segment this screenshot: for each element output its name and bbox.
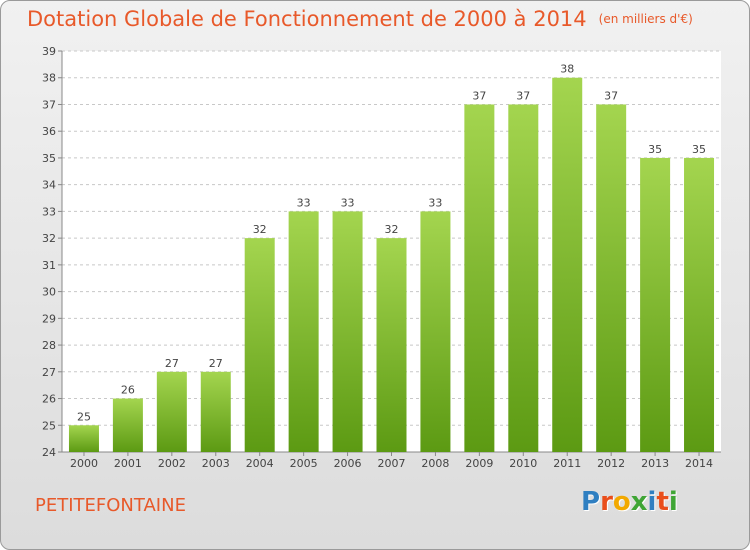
bar (244, 238, 275, 452)
logo-letter: P (581, 487, 601, 517)
y-tick-label: 38 (42, 72, 56, 85)
y-tick-label: 30 (42, 286, 56, 299)
x-tick-label: 2014 (685, 457, 713, 470)
bar (508, 104, 539, 452)
x-tick-label: 2012 (597, 457, 625, 470)
x-tick-label: 2011 (553, 457, 581, 470)
bar (552, 77, 583, 452)
bar-value-label: 27 (165, 357, 179, 370)
y-tick-label: 31 (42, 259, 56, 272)
x-tick-label: 2013 (641, 457, 669, 470)
logo-letter: i (668, 487, 678, 517)
bar (332, 211, 363, 452)
x-tick-label: 2009 (465, 457, 493, 470)
y-tick-label: 32 (42, 232, 56, 245)
bar (464, 104, 495, 452)
y-tick-label: 24 (42, 446, 56, 459)
bar-value-label: 38 (560, 63, 574, 76)
bar (156, 371, 187, 452)
bar (288, 211, 319, 452)
chart-title-text: Dotation Globale de Fonctionnement de 20… (27, 7, 587, 31)
chart-title: Dotation Globale de Fonctionnement de 20… (27, 7, 693, 31)
bar-value-label: 26 (121, 384, 135, 397)
x-tick-label: 2003 (202, 457, 230, 470)
labels: 25 2000 26 2001 27 2002 27 2003 32 2004 33 2005 33 20… (70, 63, 713, 470)
bar-value-label: 37 (472, 89, 486, 102)
bar (420, 211, 451, 452)
x-tick-label: 2002 (158, 457, 186, 470)
y-tick-label: 35 (42, 152, 56, 165)
y-tick-label: 37 (42, 98, 56, 111)
bar-value-label: 35 (648, 143, 662, 156)
bar-value-label: 32 (385, 223, 399, 236)
logo-letter: i (647, 487, 657, 517)
y-tick-label: 36 (42, 125, 56, 138)
bar-value-label: 27 (209, 357, 223, 370)
bar-value-label: 37 (516, 89, 530, 102)
x-tick-label: 2000 (70, 457, 98, 470)
bar (112, 398, 143, 452)
y-tick-label: 26 (42, 393, 56, 406)
y-tick-label: 33 (42, 205, 56, 218)
proxiti-logo[interactable]: Proxiti (581, 487, 678, 517)
logo-letter: o (612, 487, 631, 517)
logo-letter: r (600, 487, 613, 517)
bars (68, 77, 715, 452)
y-tick-label: 28 (42, 339, 56, 352)
y-tick-label: 29 (42, 312, 56, 325)
x-tick-label: 2008 (421, 457, 449, 470)
bar-value-label: 35 (692, 143, 706, 156)
bar-value-label: 33 (297, 196, 311, 209)
chart-subtitle: (en milliers d'€) (598, 12, 693, 26)
y-tick-label: 39 (42, 45, 56, 58)
bar (684, 157, 715, 452)
bar-value-label: 33 (428, 196, 442, 209)
bar (640, 157, 671, 452)
bar (596, 104, 627, 452)
bar (376, 238, 407, 452)
x-tick-label: 2004 (246, 457, 274, 470)
bar-value-label: 25 (77, 410, 91, 423)
y-tick-label: 34 (42, 179, 56, 192)
x-tick-label: 2006 (334, 457, 362, 470)
bar (200, 371, 231, 452)
x-tick-label: 2005 (290, 457, 318, 470)
bar-value-label: 32 (253, 223, 267, 236)
bar-value-label: 33 (341, 196, 355, 209)
x-tick-label: 2001 (114, 457, 142, 470)
y-tick-label: 27 (42, 366, 56, 379)
bar (68, 425, 99, 452)
logo-letter: x (630, 487, 648, 517)
bar-value-label: 37 (604, 89, 618, 102)
y-tick-label: 25 (42, 419, 56, 432)
x-tick-label: 2010 (509, 457, 537, 470)
x-tick-label: 2007 (378, 457, 406, 470)
logo-letter: t (656, 487, 669, 517)
commune-name: PETITEFONTAINE (35, 495, 186, 516)
